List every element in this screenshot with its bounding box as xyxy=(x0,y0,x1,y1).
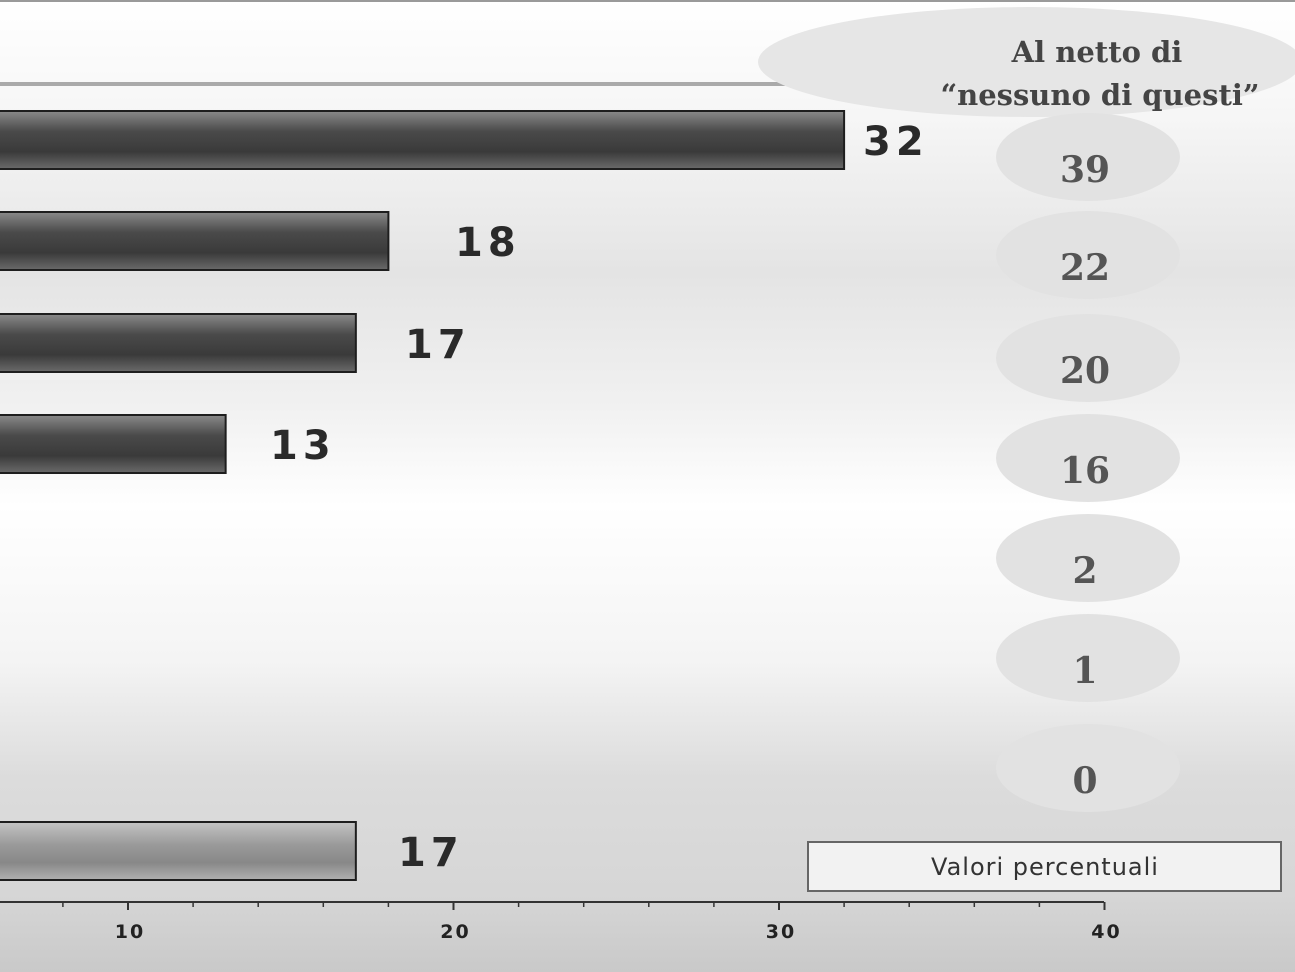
legend-label: Valori percentuali xyxy=(931,853,1159,881)
bar-value-label-4: 13 xyxy=(270,423,336,469)
bar-value-label-8: 17 xyxy=(398,830,464,876)
bars-group: 32 18 17 13 17 xyxy=(0,110,929,881)
x-tick-label-20: 20 xyxy=(440,921,470,943)
net-badge-7 xyxy=(996,724,1180,812)
net-badge-6 xyxy=(996,614,1180,702)
net-value-7: 0 xyxy=(1072,760,1097,802)
net-value-5: 2 xyxy=(1072,550,1097,592)
net-badge-5 xyxy=(996,514,1180,602)
x-axis-ticks: 10 20 30 40 xyxy=(62,902,1121,943)
bar-4 xyxy=(0,414,227,474)
net-value-2: 22 xyxy=(1060,247,1110,289)
bar-value-label-2: 18 xyxy=(455,220,521,266)
net-title-cloud xyxy=(758,7,1295,117)
net-badge-3 xyxy=(996,314,1180,402)
net-badge-4 xyxy=(996,414,1180,502)
net-values-group: 39 22 20 16 2 1 0 xyxy=(996,113,1180,812)
net-value-3: 20 xyxy=(1060,350,1110,392)
bar-value-label-3: 17 xyxy=(405,322,471,368)
net-value-1: 39 xyxy=(1060,149,1110,191)
bar-value-label-1: 32 xyxy=(863,119,929,165)
bar-8 xyxy=(0,821,357,881)
bar-1 xyxy=(0,110,846,170)
x-tick-label-10: 10 xyxy=(115,921,145,943)
net-value-4: 16 xyxy=(1060,450,1110,492)
bar-2 xyxy=(0,211,390,271)
net-badge-2 xyxy=(996,211,1180,299)
bar-3 xyxy=(0,313,357,373)
legend-box xyxy=(807,841,1282,892)
net-title-line1: Al netto di xyxy=(1011,35,1183,69)
net-title-line2: “nessuno di questi” xyxy=(940,78,1259,112)
x-tick-label-40: 40 xyxy=(1091,921,1121,943)
net-value-6: 1 xyxy=(1072,650,1097,692)
net-badge-1 xyxy=(996,113,1180,201)
x-tick-label-30: 30 xyxy=(766,921,796,943)
